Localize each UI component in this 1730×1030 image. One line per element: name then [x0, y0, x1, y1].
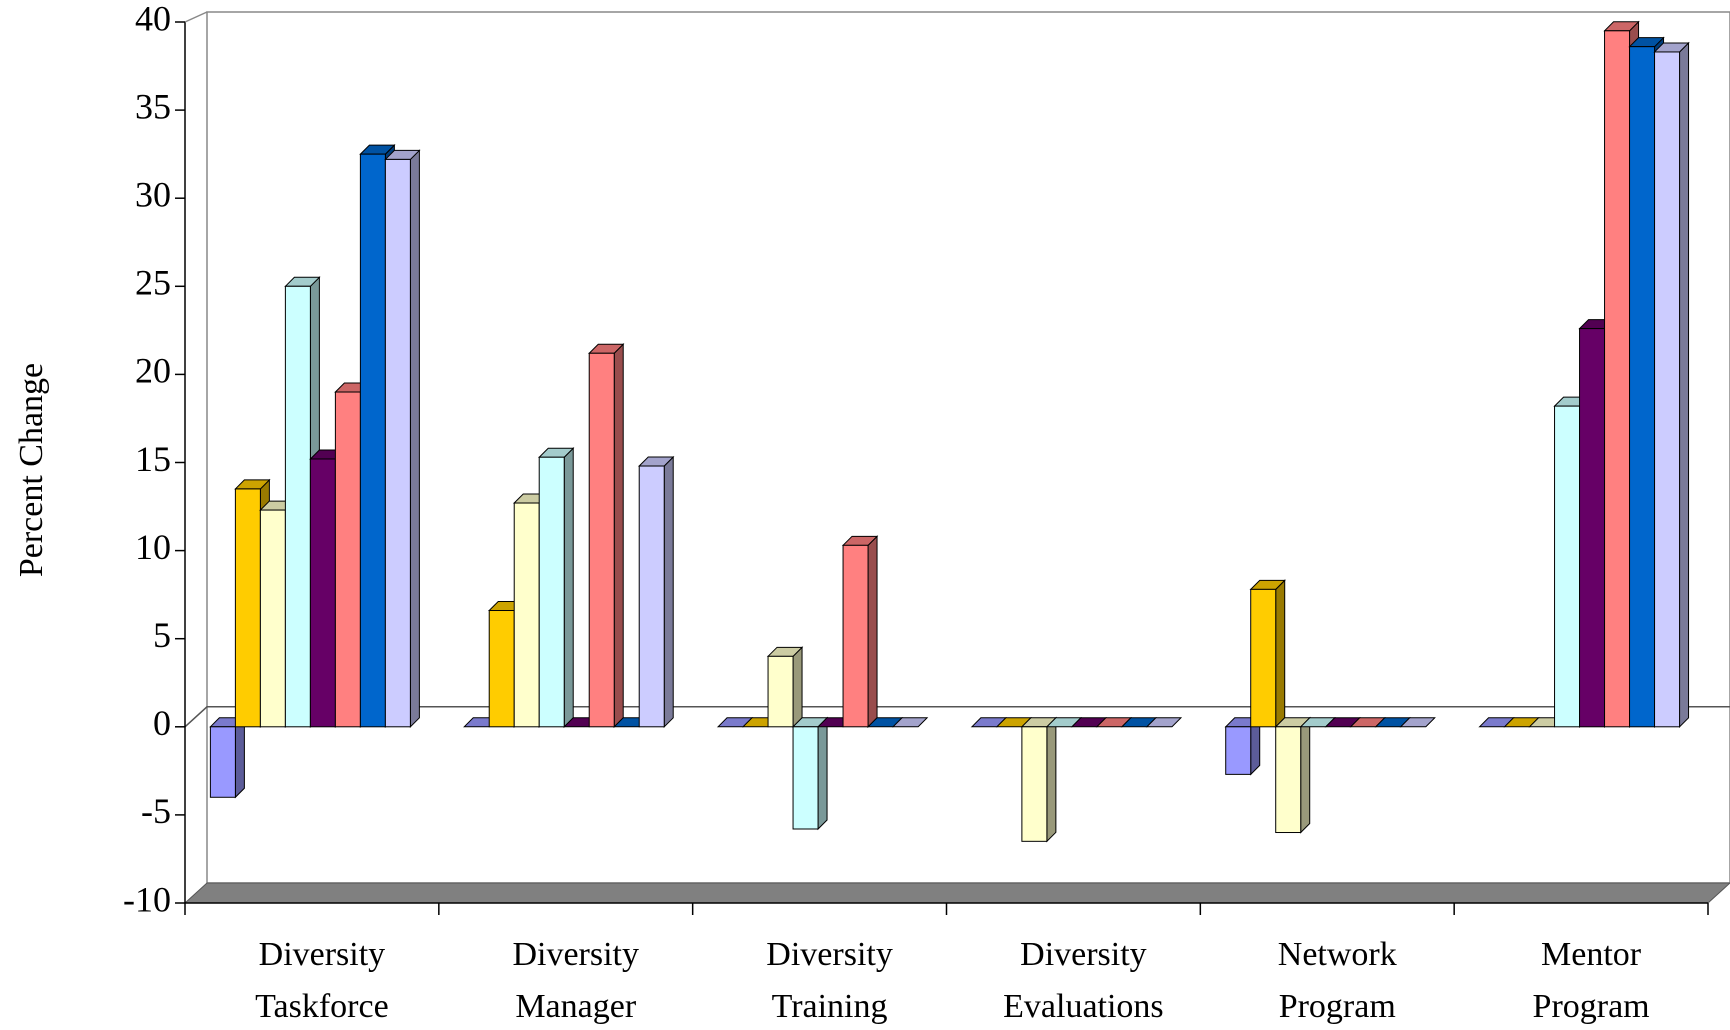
y-tick-label: 40: [135, 0, 171, 38]
x-tick-label-line: Mentor: [1541, 936, 1642, 973]
y-axis-label: Percent Change: [13, 363, 50, 577]
bar-top: [1145, 717, 1183, 728]
bar: [1225, 726, 1252, 775]
x-tick-label-line: Diversity: [512, 936, 639, 973]
bar: [842, 544, 869, 728]
x-tick-label-line: Program: [1533, 988, 1650, 1025]
bar-side: [563, 447, 574, 729]
bar-side: [867, 535, 878, 729]
x-tick-label: Network Program: [1278, 936, 1397, 1025]
x-tick-label: Diversity Evaluations: [1003, 936, 1164, 1025]
plot-wall: [206, 11, 1730, 884]
bar-side: [409, 149, 420, 729]
bar-side: [817, 716, 828, 831]
x-tick-label-line: Manager: [515, 988, 637, 1025]
bar: [259, 509, 286, 728]
bar: [359, 153, 386, 728]
x-tick-label-line: Program: [1279, 988, 1396, 1025]
bar: [638, 465, 665, 728]
x-tick-label: Diversity Taskforce: [255, 936, 389, 1025]
bar: [309, 458, 336, 728]
x-tick-label-line: Evaluations: [1003, 988, 1164, 1025]
bar: [1579, 328, 1606, 728]
x-tick-label-line: Taskforce: [255, 988, 389, 1025]
bar: [1554, 405, 1581, 728]
bar: [488, 610, 515, 728]
zero-line: [184, 706, 1730, 728]
y-tick-label: 5: [153, 615, 171, 655]
bar-side: [663, 455, 674, 729]
bar-side: [1679, 41, 1690, 729]
bar: [1629, 46, 1656, 728]
bar: [284, 285, 311, 728]
bar: [1654, 51, 1681, 728]
bar-side: [792, 646, 803, 729]
bar: [384, 158, 411, 728]
bar-side: [1046, 716, 1057, 843]
bar: [588, 352, 615, 728]
bar: [1275, 726, 1302, 834]
y-tick-label: 10: [135, 527, 171, 567]
bar: [792, 726, 819, 830]
y-tick-label: 25: [135, 263, 171, 303]
bar-top: [1399, 717, 1436, 728]
y-tick-label: -10: [123, 879, 171, 919]
bar: [538, 456, 565, 728]
bar: [1604, 30, 1631, 728]
x-tick-label-line: Diversity: [259, 936, 386, 973]
bar: [234, 488, 261, 728]
x-tick-label-line: Diversity: [766, 936, 893, 973]
bar-top: [891, 717, 929, 728]
bar: [334, 391, 361, 728]
x-tick-label: Diversity Manager: [512, 936, 639, 1025]
y-tick-label: 20: [135, 351, 171, 391]
y-tick-label: 15: [135, 439, 171, 479]
plot-floor: [183, 882, 1730, 904]
y-tick-label: 30: [135, 174, 171, 214]
y-tick-label: 0: [153, 703, 171, 743]
bar: [513, 502, 540, 728]
x-tick-label: Diversity Training: [766, 936, 893, 1025]
side-wall: [184, 11, 208, 23]
bar-side: [234, 716, 245, 799]
y-tick-label: 35: [135, 86, 171, 126]
bar: [1250, 588, 1277, 728]
x-tick-label-line: Diversity: [1020, 936, 1147, 973]
bar-side: [1300, 716, 1311, 834]
x-tick-label-line: Training: [772, 988, 888, 1025]
bar: [767, 655, 794, 728]
bar-side: [613, 343, 624, 729]
y-tick-label: -5: [141, 791, 171, 831]
bar: [1021, 726, 1048, 842]
bar: [209, 726, 236, 798]
x-tick-label: Mentor Program: [1533, 936, 1650, 1025]
bar-side: [1275, 579, 1286, 729]
x-tick-label-line: Network: [1278, 936, 1397, 973]
